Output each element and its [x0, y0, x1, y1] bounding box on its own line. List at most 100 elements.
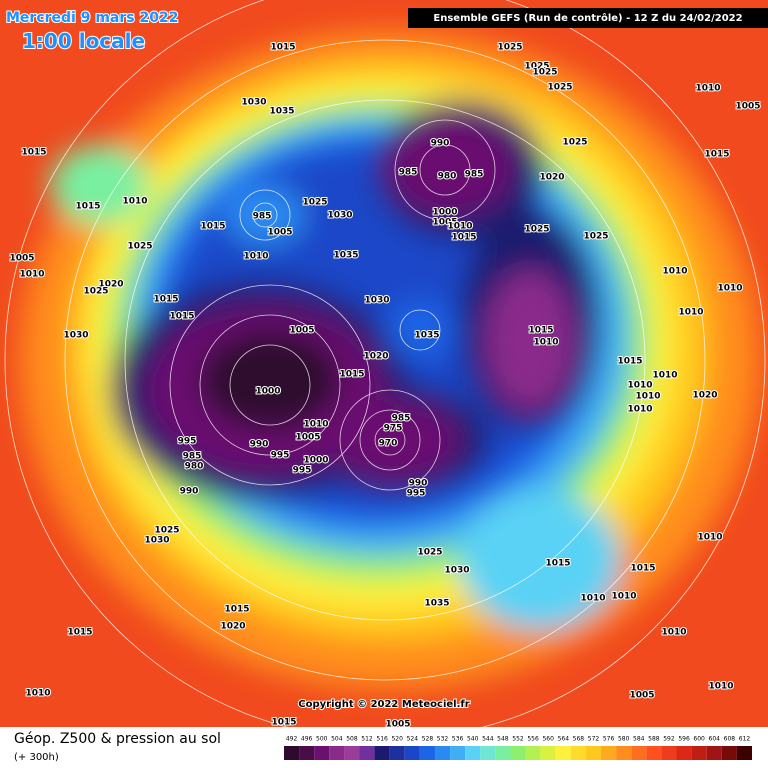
scale-swatch	[329, 746, 345, 760]
isobar-label: 1035	[333, 251, 358, 261]
scale-swatch	[389, 746, 405, 760]
isobar-label: 1010	[122, 197, 147, 207]
isobar-label: 1015	[271, 718, 296, 728]
scale-swatch	[631, 746, 647, 760]
isobar-label: 1000	[255, 387, 280, 397]
isobar-label: 1025	[547, 83, 572, 93]
scale-swatch	[555, 746, 571, 760]
scale-label: 532	[437, 736, 449, 743]
isobar-label: 1010	[243, 252, 268, 262]
scale-label: 592	[663, 736, 675, 743]
copyright: Copyright © 2022 Meteociel.fr	[298, 699, 469, 710]
isobar-label: 1005	[295, 433, 320, 443]
scale-swatch	[359, 746, 375, 760]
scale-label: 564	[558, 736, 570, 743]
isobar-label: 1025	[532, 68, 557, 78]
isobar-label: 1025	[417, 548, 442, 558]
isobar-label: 1015	[704, 150, 729, 160]
color-scale: 492 496 500 504 508 512 516 520 524 528 532 536 540 5…	[284, 736, 752, 760]
scale-swatch	[540, 746, 556, 760]
scale-swatch	[616, 746, 632, 760]
scale-swatch	[314, 746, 330, 760]
forecast-time: 1:00 locale	[22, 29, 145, 53]
isobar-label: 995	[407, 489, 426, 499]
scale-swatch	[284, 746, 300, 760]
isobar-label: 1000	[303, 456, 328, 466]
isobar-label: 1020	[692, 391, 717, 401]
isobar-label: 1030	[364, 296, 389, 306]
isobar-label: 1015	[153, 295, 178, 305]
isobar-label: 1030	[241, 98, 266, 108]
isobar-label: 1030	[444, 566, 469, 576]
scale-label: 508	[346, 736, 358, 743]
isobar-label: 985	[392, 414, 411, 424]
scale-swatch	[525, 746, 541, 760]
isobar-label: 985	[253, 212, 272, 222]
isobar-label: 1015	[224, 605, 249, 615]
isobar-label: 1015	[451, 233, 476, 243]
scale-label: 612	[739, 736, 751, 743]
scale-swatch	[299, 746, 315, 760]
scale-swatch	[706, 746, 722, 760]
isobar-label: 1020	[220, 622, 245, 632]
isobar-label: 1015	[200, 222, 225, 232]
isobar-label: 975	[384, 424, 403, 434]
isobar-label: 1010	[580, 594, 605, 604]
scale-swatch	[585, 746, 602, 760]
scale-label: 520	[391, 736, 403, 743]
isobar-label: 1035	[269, 107, 294, 117]
isobar-label: 1015	[67, 628, 92, 638]
isobar-label: 1005	[735, 102, 760, 112]
isobar-label: 1005	[9, 254, 34, 264]
scale-label: 588	[648, 736, 660, 743]
scale-label: 552	[512, 736, 524, 743]
isobar-label: 1025	[127, 242, 152, 252]
scale-swatch	[480, 746, 496, 760]
scale-swatch	[510, 746, 526, 760]
isobar-label: 1010	[533, 338, 558, 348]
scale-label: 604	[709, 736, 721, 743]
scale-swatch	[450, 746, 466, 760]
scale-label: 500	[316, 736, 328, 743]
isobar-label: 1015	[169, 312, 194, 322]
isobar-label: 1015	[270, 43, 295, 53]
isobar-label: 1015	[339, 370, 364, 380]
isobar-label: 1010	[19, 270, 44, 280]
isobar-label: 1010	[695, 84, 720, 94]
isobar-label: 1025	[302, 198, 327, 208]
header-bar	[408, 8, 768, 28]
scale-swatch	[404, 746, 420, 760]
isobar-label: 1005	[432, 218, 457, 228]
isobar-label: 1025	[154, 526, 179, 536]
scale-swatch	[736, 746, 752, 760]
isobar-label: 985	[183, 452, 202, 462]
isobar-label: 1010	[678, 308, 703, 318]
isobar-label: 1025	[562, 138, 587, 148]
scale-label: 556	[527, 736, 539, 743]
scale-label: 524	[407, 736, 419, 743]
isobar-label: 995	[178, 437, 197, 447]
scale-swatch	[465, 746, 481, 760]
scale-label: 600	[693, 736, 705, 743]
isobar-label: 1035	[414, 331, 439, 341]
map-field	[0, 0, 768, 727]
scale-label: 492	[286, 736, 298, 743]
scale-label: 536	[452, 736, 464, 743]
isobar-label: 1015	[545, 559, 570, 569]
isobar-label: 1010	[708, 682, 733, 692]
footer-subtitle: (+ 300h)	[14, 752, 59, 763]
scale-swatch	[646, 746, 662, 760]
isobar-label: 970	[379, 439, 398, 449]
isobar-label: 1010	[662, 267, 687, 277]
isobar-label: 1010	[661, 628, 686, 638]
scale-label: 584	[633, 736, 645, 743]
scale-swatch	[374, 746, 390, 760]
isobar-label: 1025	[524, 225, 549, 235]
scale-swatch	[419, 746, 435, 760]
isobar-label: 995	[271, 451, 290, 461]
isobar-label: 1015	[630, 564, 655, 574]
isobar-label: 985	[465, 170, 484, 180]
scale-label: 504	[331, 736, 343, 743]
